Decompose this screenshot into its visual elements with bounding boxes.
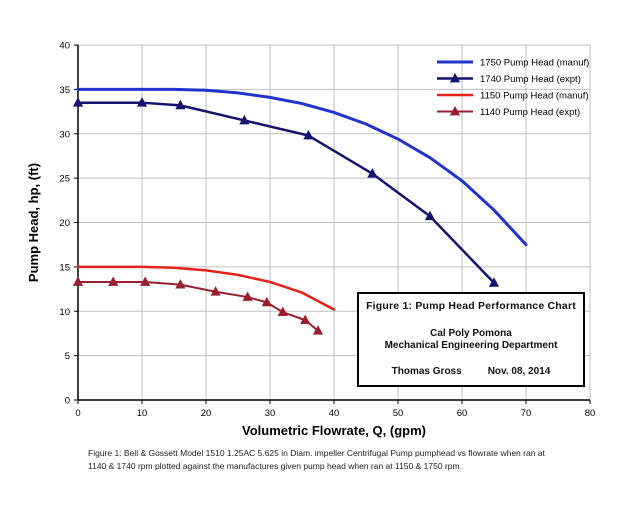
- figure-caption-line1: Figure 1: Bell & Gossett Model 1510 1.25…: [88, 448, 545, 458]
- figure-caption: Figure 1: Bell & Gossett Model 1510 1.25…: [88, 447, 576, 473]
- svg-text:15: 15: [59, 262, 70, 273]
- tick-labels: 0 10 20 30 40 50 60 70 80 0 5 10 15 20 25 30 35 40: [59, 41, 595, 420]
- figure-caption-line2: 1140 & 1740 rpm plotted against the manu…: [88, 461, 462, 472]
- legend-label: 1740 Pump Head (expt): [480, 74, 581, 85]
- figure-box-department: Mechanical Engineering Department: [384, 339, 558, 351]
- svg-text:20: 20: [201, 408, 212, 419]
- svg-text:40: 40: [329, 408, 340, 419]
- legend-label: 1150 Pump Head (manuf): [480, 91, 589, 102]
- series-1150-pump-head-manuf: [76, 265, 336, 311]
- legend-label: 1140 Pump Head (expt): [480, 107, 580, 118]
- figure-box-author: Thomas Gross: [391, 366, 462, 377]
- figure-box-author-date: Thomas Gross Nov. 08, 2014: [392, 366, 551, 377]
- svg-text:50: 50: [393, 408, 404, 419]
- svg-text:0: 0: [65, 396, 70, 407]
- svg-text:10: 10: [137, 408, 148, 419]
- figure-box-school: Cal Poly Pomona: [430, 327, 512, 339]
- svg-text:35: 35: [59, 85, 70, 96]
- figure-info-box: Figure 1: Pump Head Performance Chart Ca…: [357, 292, 585, 387]
- series-1750-pump-head-manuf: [76, 87, 528, 247]
- figure-box-title: Figure 1: Pump Head Performance Chart: [366, 300, 576, 312]
- svg-text:40: 40: [59, 41, 70, 52]
- y-axis-label: Pump Head, hp, (ft): [26, 163, 41, 282]
- svg-text:20: 20: [59, 218, 70, 229]
- svg-text:80: 80: [585, 408, 596, 419]
- svg-text:30: 30: [59, 129, 70, 140]
- svg-text:30: 30: [265, 408, 276, 419]
- series-1140-pump-head-expt: [72, 276, 324, 335]
- figure-box-date: Nov. 08, 2014: [487, 366, 551, 377]
- svg-text:5: 5: [65, 351, 70, 362]
- svg-text:70: 70: [521, 408, 532, 419]
- x-axis-label: Volumetric Flowrate, Q, (gpm): [242, 423, 426, 438]
- svg-text:0: 0: [75, 408, 80, 419]
- svg-text:25: 25: [59, 174, 70, 185]
- svg-text:10: 10: [59, 307, 70, 318]
- svg-text:60: 60: [457, 408, 468, 419]
- series-1740-pump-head-expt: [72, 97, 500, 287]
- legend-label: 1750 Pump Head (manuf): [480, 58, 589, 69]
- legend: 1750 Pump Head (manuf) 1740 Pump Head (ex…: [437, 58, 589, 118]
